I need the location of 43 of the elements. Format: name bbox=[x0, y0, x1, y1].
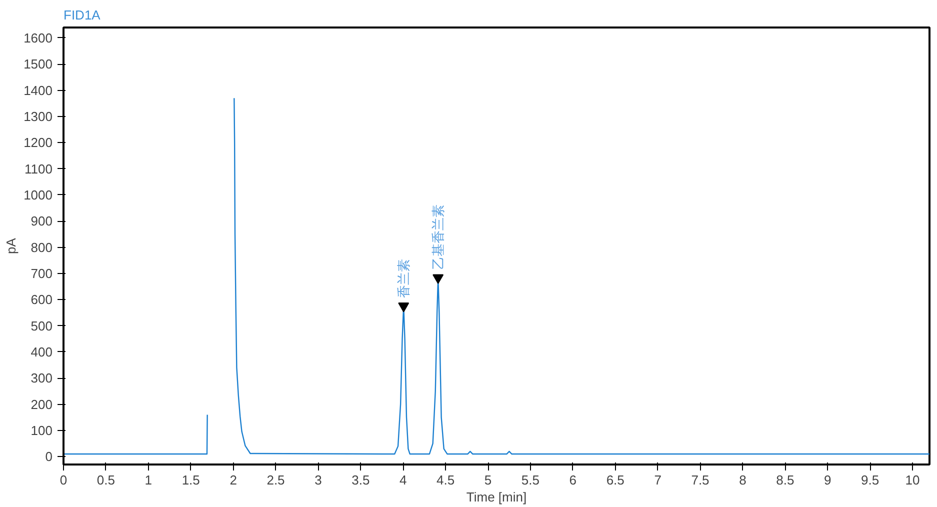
x-tick-label: 4.5 bbox=[436, 472, 455, 488]
x-tick-label: 10 bbox=[905, 472, 920, 488]
x-tick-label: 5 bbox=[484, 472, 492, 488]
y-axis-title: pA bbox=[4, 238, 19, 254]
y-tick-label: 900 bbox=[30, 214, 53, 229]
y-tick-label: 1100 bbox=[24, 161, 53, 176]
x-tick-label: 9 bbox=[824, 472, 832, 488]
y-tick-label: 800 bbox=[30, 240, 53, 255]
y-tick-label: 1600 bbox=[24, 30, 52, 46]
y-tick-label: 600 bbox=[30, 292, 53, 308]
x-tick-label: 2 bbox=[230, 472, 237, 488]
x-tick-label: 9.5 bbox=[861, 472, 880, 488]
y-tick-label: 300 bbox=[30, 370, 53, 386]
x-tick-label: 7 bbox=[654, 472, 662, 488]
x-axis-title: Time [min] bbox=[466, 490, 527, 504]
y-tick-label: 700 bbox=[30, 266, 53, 281]
x-tick-label: 3.5 bbox=[352, 472, 370, 488]
x-tick-label: 7.5 bbox=[691, 472, 710, 488]
x-tick-label: 8.5 bbox=[776, 472, 794, 488]
x-tick-label: 8 bbox=[739, 472, 746, 488]
y-tick-label: 1000 bbox=[24, 187, 52, 202]
x-tick-label: 4 bbox=[399, 472, 407, 488]
x-tick-label: 2.5 bbox=[266, 472, 285, 488]
x-tick-label: 3 bbox=[314, 472, 322, 488]
y-tick-label: 500 bbox=[30, 318, 53, 334]
x-tick-label: 6 bbox=[569, 472, 577, 488]
y-tick-label: 1500 bbox=[24, 56, 52, 72]
y-tick-label: 200 bbox=[30, 396, 53, 412]
annotation: 香兰素 bbox=[396, 258, 412, 298]
y-tick-label: 1400 bbox=[24, 82, 52, 98]
y-tick-label: 100 bbox=[30, 422, 53, 438]
x-tick-label: 1.5 bbox=[182, 472, 200, 488]
y-tick-label: 1200 bbox=[24, 135, 52, 150]
y-tick-label: 0 bbox=[45, 449, 53, 464]
y-tick-label: 400 bbox=[30, 344, 53, 360]
x-tick-label: 5.5 bbox=[521, 472, 540, 488]
x-tick-label: 0.5 bbox=[96, 472, 115, 488]
x-tick-label: 6.5 bbox=[606, 472, 624, 488]
annotation: 乙基香兰素 bbox=[430, 204, 446, 270]
y-tick-label: 1300 bbox=[24, 108, 52, 124]
x-tick-label: 1 bbox=[144, 472, 152, 488]
x-tick-label: 0 bbox=[60, 472, 68, 488]
chart-title: FID1A bbox=[64, 8, 101, 22]
